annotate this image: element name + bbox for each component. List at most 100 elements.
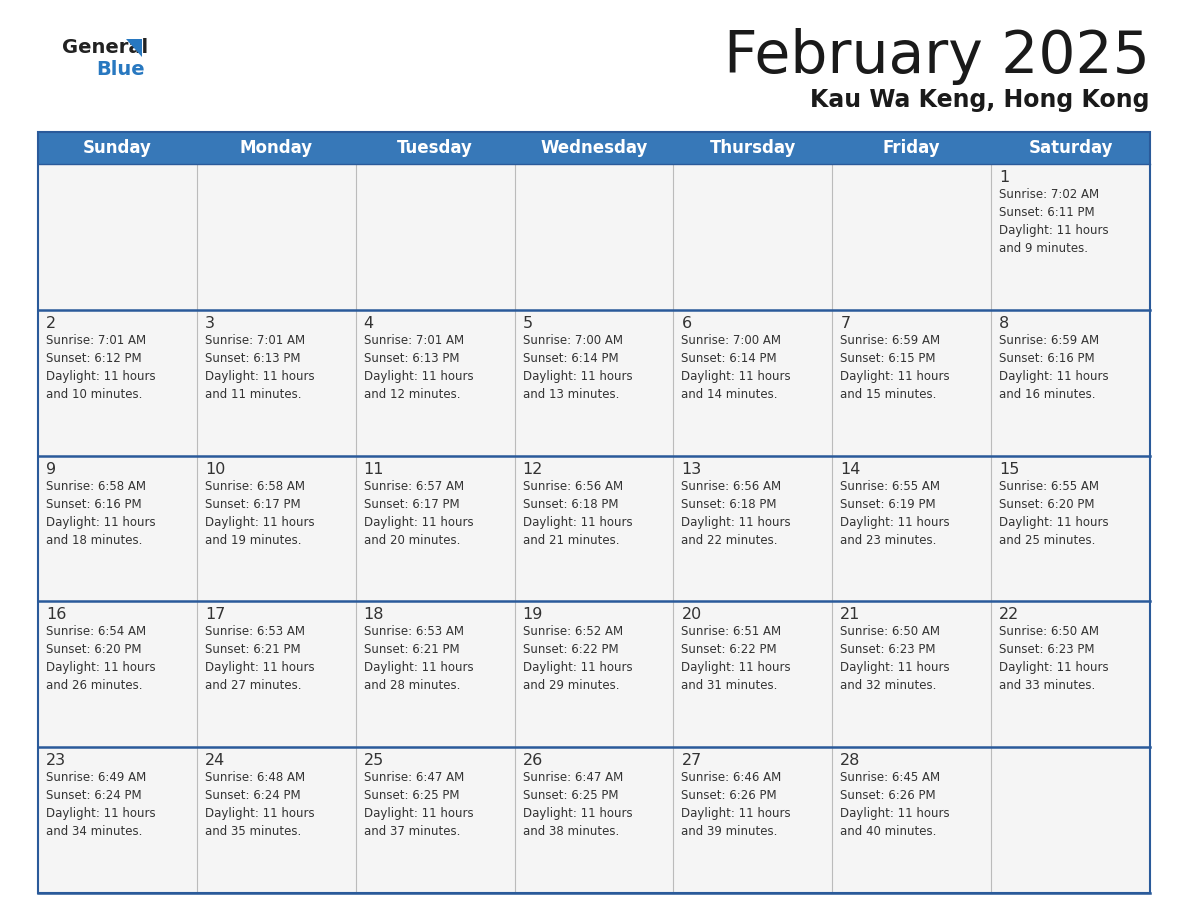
Text: 1: 1 xyxy=(999,170,1010,185)
Bar xyxy=(674,747,833,893)
Text: 7: 7 xyxy=(840,316,851,330)
Text: 6: 6 xyxy=(682,316,691,330)
Text: 11: 11 xyxy=(364,462,384,476)
Text: Sunrise: 6:58 AM
Sunset: 6:16 PM
Daylight: 11 hours
and 18 minutes.: Sunrise: 6:58 AM Sunset: 6:16 PM Dayligh… xyxy=(46,479,156,546)
Text: 16: 16 xyxy=(46,608,67,622)
Text: Sunrise: 6:59 AM
Sunset: 6:15 PM
Daylight: 11 hours
and 15 minutes.: Sunrise: 6:59 AM Sunset: 6:15 PM Dayligh… xyxy=(840,334,950,401)
Bar xyxy=(514,455,674,601)
Bar xyxy=(355,747,514,893)
Text: 8: 8 xyxy=(999,316,1010,330)
Text: 12: 12 xyxy=(523,462,543,476)
Text: 27: 27 xyxy=(682,753,702,768)
Text: 23: 23 xyxy=(46,753,67,768)
Text: Sunrise: 6:49 AM
Sunset: 6:24 PM
Daylight: 11 hours
and 34 minutes.: Sunrise: 6:49 AM Sunset: 6:24 PM Dayligh… xyxy=(46,771,156,838)
Bar xyxy=(38,164,197,309)
Text: 5: 5 xyxy=(523,316,532,330)
Text: Sunrise: 6:56 AM
Sunset: 6:18 PM
Daylight: 11 hours
and 22 minutes.: Sunrise: 6:56 AM Sunset: 6:18 PM Dayligh… xyxy=(682,479,791,546)
Text: 14: 14 xyxy=(840,462,860,476)
Bar xyxy=(38,132,1150,164)
Text: 22: 22 xyxy=(999,608,1019,622)
Text: Sunrise: 6:50 AM
Sunset: 6:23 PM
Daylight: 11 hours
and 32 minutes.: Sunrise: 6:50 AM Sunset: 6:23 PM Dayligh… xyxy=(840,625,950,692)
Text: February 2025: February 2025 xyxy=(725,28,1150,85)
Text: 13: 13 xyxy=(682,462,702,476)
Text: Wednesday: Wednesday xyxy=(541,139,647,157)
Text: 3: 3 xyxy=(204,316,215,330)
Text: Sunrise: 6:55 AM
Sunset: 6:19 PM
Daylight: 11 hours
and 23 minutes.: Sunrise: 6:55 AM Sunset: 6:19 PM Dayligh… xyxy=(840,479,950,546)
Bar xyxy=(991,455,1150,601)
Bar xyxy=(833,747,991,893)
Text: Thursday: Thursday xyxy=(709,139,796,157)
Bar xyxy=(674,164,833,309)
Bar xyxy=(514,601,674,747)
Bar xyxy=(197,455,355,601)
Text: Sunrise: 6:50 AM
Sunset: 6:23 PM
Daylight: 11 hours
and 33 minutes.: Sunrise: 6:50 AM Sunset: 6:23 PM Dayligh… xyxy=(999,625,1108,692)
Text: 28: 28 xyxy=(840,753,860,768)
Text: Sunrise: 6:47 AM
Sunset: 6:25 PM
Daylight: 11 hours
and 37 minutes.: Sunrise: 6:47 AM Sunset: 6:25 PM Dayligh… xyxy=(364,771,473,838)
Bar xyxy=(991,747,1150,893)
Bar xyxy=(38,747,197,893)
Text: Sunrise: 6:47 AM
Sunset: 6:25 PM
Daylight: 11 hours
and 38 minutes.: Sunrise: 6:47 AM Sunset: 6:25 PM Dayligh… xyxy=(523,771,632,838)
Bar xyxy=(991,309,1150,455)
Text: General: General xyxy=(62,38,148,57)
Text: Sunday: Sunday xyxy=(83,139,152,157)
Text: Tuesday: Tuesday xyxy=(397,139,473,157)
Bar xyxy=(38,601,197,747)
Bar xyxy=(355,455,514,601)
Text: 26: 26 xyxy=(523,753,543,768)
Bar xyxy=(514,309,674,455)
Text: Sunrise: 6:48 AM
Sunset: 6:24 PM
Daylight: 11 hours
and 35 minutes.: Sunrise: 6:48 AM Sunset: 6:24 PM Dayligh… xyxy=(204,771,315,838)
Bar xyxy=(991,164,1150,309)
Bar xyxy=(833,601,991,747)
Text: 9: 9 xyxy=(46,462,56,476)
Bar xyxy=(355,164,514,309)
Bar xyxy=(833,309,991,455)
Text: Sunrise: 7:01 AM
Sunset: 6:13 PM
Daylight: 11 hours
and 12 minutes.: Sunrise: 7:01 AM Sunset: 6:13 PM Dayligh… xyxy=(364,334,473,401)
Text: Friday: Friday xyxy=(883,139,941,157)
Bar xyxy=(197,747,355,893)
Text: 19: 19 xyxy=(523,608,543,622)
Bar xyxy=(197,164,355,309)
Bar xyxy=(38,309,197,455)
Text: Saturday: Saturday xyxy=(1029,139,1113,157)
Text: 10: 10 xyxy=(204,462,226,476)
Bar xyxy=(833,164,991,309)
Text: Sunrise: 6:45 AM
Sunset: 6:26 PM
Daylight: 11 hours
and 40 minutes.: Sunrise: 6:45 AM Sunset: 6:26 PM Dayligh… xyxy=(840,771,950,838)
Text: 2: 2 xyxy=(46,316,56,330)
Text: 20: 20 xyxy=(682,608,702,622)
Text: Monday: Monday xyxy=(240,139,312,157)
Text: Sunrise: 7:01 AM
Sunset: 6:13 PM
Daylight: 11 hours
and 11 minutes.: Sunrise: 7:01 AM Sunset: 6:13 PM Dayligh… xyxy=(204,334,315,401)
Bar xyxy=(197,601,355,747)
Bar xyxy=(38,132,1150,893)
Bar xyxy=(991,601,1150,747)
Bar xyxy=(674,455,833,601)
Text: Sunrise: 6:46 AM
Sunset: 6:26 PM
Daylight: 11 hours
and 39 minutes.: Sunrise: 6:46 AM Sunset: 6:26 PM Dayligh… xyxy=(682,771,791,838)
Text: 24: 24 xyxy=(204,753,225,768)
Text: Sunrise: 6:55 AM
Sunset: 6:20 PM
Daylight: 11 hours
and 25 minutes.: Sunrise: 6:55 AM Sunset: 6:20 PM Dayligh… xyxy=(999,479,1108,546)
Text: Sunrise: 7:00 AM
Sunset: 6:14 PM
Daylight: 11 hours
and 14 minutes.: Sunrise: 7:00 AM Sunset: 6:14 PM Dayligh… xyxy=(682,334,791,401)
Bar xyxy=(514,747,674,893)
Text: Sunrise: 6:52 AM
Sunset: 6:22 PM
Daylight: 11 hours
and 29 minutes.: Sunrise: 6:52 AM Sunset: 6:22 PM Dayligh… xyxy=(523,625,632,692)
Text: Sunrise: 6:59 AM
Sunset: 6:16 PM
Daylight: 11 hours
and 16 minutes.: Sunrise: 6:59 AM Sunset: 6:16 PM Dayligh… xyxy=(999,334,1108,401)
Text: Sunrise: 6:58 AM
Sunset: 6:17 PM
Daylight: 11 hours
and 19 minutes.: Sunrise: 6:58 AM Sunset: 6:17 PM Dayligh… xyxy=(204,479,315,546)
Bar xyxy=(355,309,514,455)
Bar xyxy=(514,164,674,309)
Text: Sunrise: 6:51 AM
Sunset: 6:22 PM
Daylight: 11 hours
and 31 minutes.: Sunrise: 6:51 AM Sunset: 6:22 PM Dayligh… xyxy=(682,625,791,692)
Text: 18: 18 xyxy=(364,608,384,622)
Bar xyxy=(674,309,833,455)
Text: Sunrise: 7:00 AM
Sunset: 6:14 PM
Daylight: 11 hours
and 13 minutes.: Sunrise: 7:00 AM Sunset: 6:14 PM Dayligh… xyxy=(523,334,632,401)
Text: Sunrise: 6:57 AM
Sunset: 6:17 PM
Daylight: 11 hours
and 20 minutes.: Sunrise: 6:57 AM Sunset: 6:17 PM Dayligh… xyxy=(364,479,473,546)
Text: 25: 25 xyxy=(364,753,384,768)
Text: Sunrise: 6:53 AM
Sunset: 6:21 PM
Daylight: 11 hours
and 28 minutes.: Sunrise: 6:53 AM Sunset: 6:21 PM Dayligh… xyxy=(364,625,473,692)
Bar xyxy=(833,455,991,601)
Text: Sunrise: 6:54 AM
Sunset: 6:20 PM
Daylight: 11 hours
and 26 minutes.: Sunrise: 6:54 AM Sunset: 6:20 PM Dayligh… xyxy=(46,625,156,692)
Text: Sunrise: 6:56 AM
Sunset: 6:18 PM
Daylight: 11 hours
and 21 minutes.: Sunrise: 6:56 AM Sunset: 6:18 PM Dayligh… xyxy=(523,479,632,546)
Text: Kau Wa Keng, Hong Kong: Kau Wa Keng, Hong Kong xyxy=(810,88,1150,112)
Text: Blue: Blue xyxy=(96,60,145,79)
Text: 17: 17 xyxy=(204,608,226,622)
Text: 21: 21 xyxy=(840,608,860,622)
Bar xyxy=(674,601,833,747)
Text: Sunrise: 7:01 AM
Sunset: 6:12 PM
Daylight: 11 hours
and 10 minutes.: Sunrise: 7:01 AM Sunset: 6:12 PM Dayligh… xyxy=(46,334,156,401)
Bar xyxy=(197,309,355,455)
Polygon shape xyxy=(126,39,143,57)
Bar xyxy=(38,455,197,601)
